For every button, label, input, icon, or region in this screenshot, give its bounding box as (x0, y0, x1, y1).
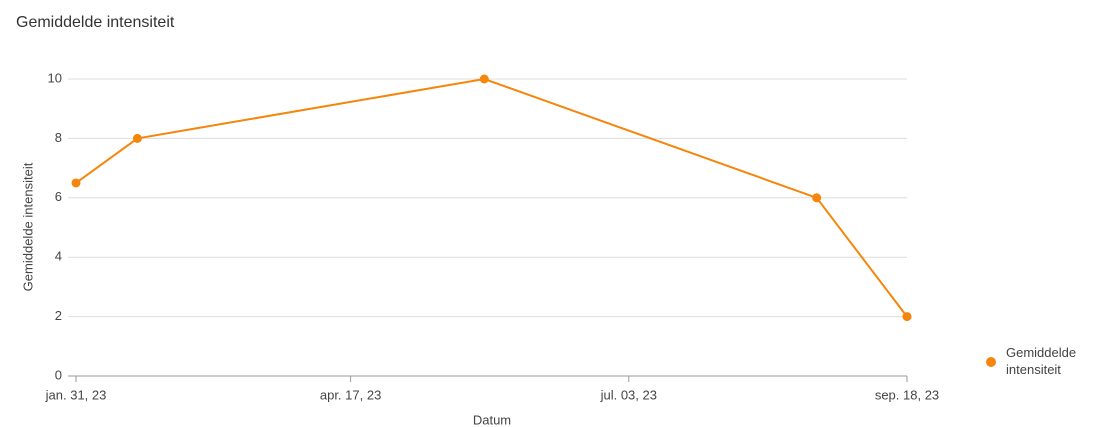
point (479, 74, 489, 84)
legend-marker (986, 357, 996, 367)
x-tick-label: jan. 31, 23 (45, 387, 107, 402)
point (902, 312, 912, 322)
y-tick-label: 4 (55, 249, 62, 264)
y-tick-label: 8 (55, 130, 62, 145)
point (812, 193, 822, 203)
point (71, 178, 81, 188)
y-tick-label: 6 (55, 189, 62, 204)
x-axis-label: Datum (473, 412, 511, 427)
y-tick-label: 2 (55, 308, 62, 323)
point (132, 133, 142, 143)
x-tick-label: sep. 18, 23 (875, 387, 939, 402)
x-tick-label: jul. 03, 23 (600, 387, 657, 402)
x-tick-label: apr. 17, 23 (320, 387, 381, 402)
y-tick-label: 10 (48, 70, 62, 85)
chart-title: Gemiddelde intensiteit (16, 14, 175, 31)
y-tick-label: 0 (55, 367, 62, 382)
y-axis-label: Gemiddelde intensiteit (20, 162, 35, 291)
legend-label: Gemiddelde intensiteit (1006, 345, 1077, 377)
